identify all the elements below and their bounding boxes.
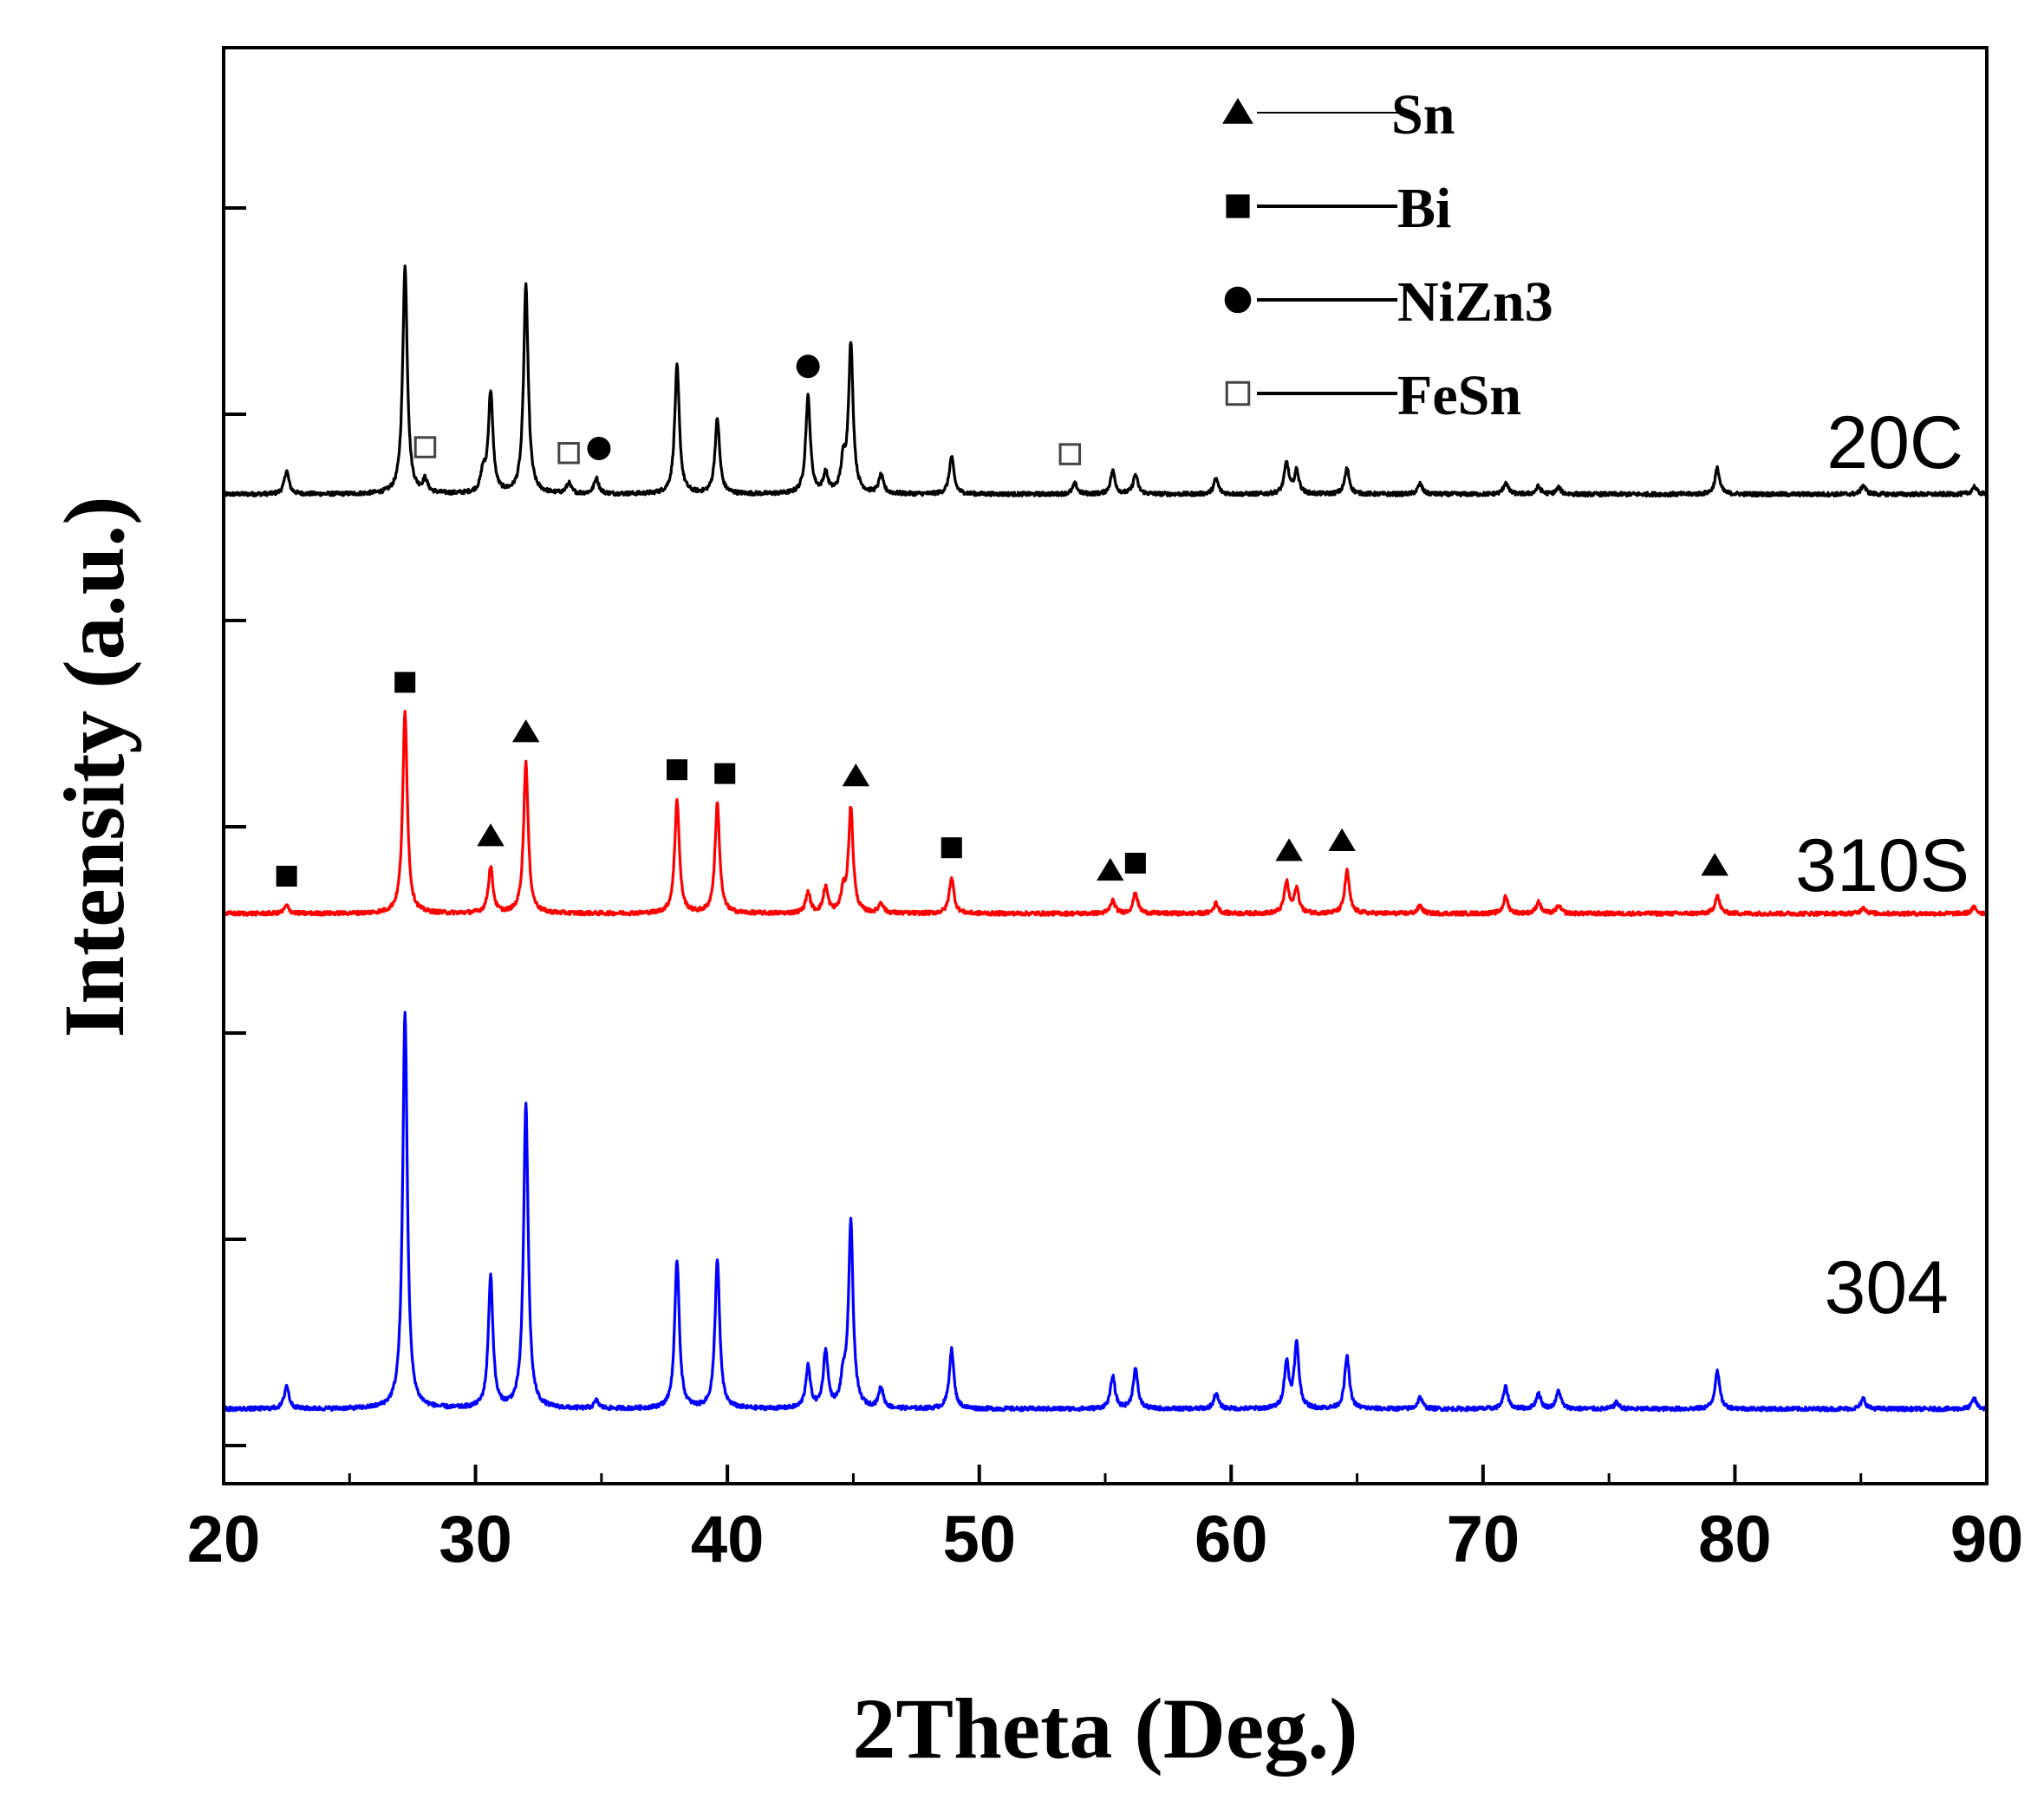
phase-marker-square-open-20C [413,436,437,458]
series-labels: 20C 310S 304 [1795,401,1969,1329]
legend-marker-FeSn [1225,380,1251,406]
x-tick-label-70: 70 [1447,1503,1520,1576]
series-label-310S: 310S [1795,824,1969,907]
phase-marker-square-310S [941,837,962,859]
phase-marker-triangle-310S [1097,857,1124,881]
phase-marker-square-310S [276,866,297,887]
plot-frame [222,46,1989,1485]
series-label-304: 304 [1825,1246,1950,1329]
phase-marker-triangle-310S [1275,838,1303,861]
phase-marker-triangle-310S [842,764,870,787]
phase-marker-square-310S [1124,852,1146,874]
phase-marker-layer [276,354,1728,887]
x-tick-label-80: 80 [1698,1503,1772,1576]
x-tick-label-60: 60 [1195,1503,1268,1576]
legend-label-Sn: Sn [1391,83,1455,146]
series-line-304 [222,1010,1989,1413]
phase-marker-square-310S [667,759,688,781]
phase-marker-triangle-310S [1701,853,1728,876]
legend-label-Bi: Bi [1397,177,1451,240]
x-tick-label-30: 30 [439,1503,512,1576]
y-axis-title: Intensity (a.u.) [46,496,142,1037]
x-tick-labels: 20 30 40 50 60 70 80 90 [187,1503,2024,1576]
phase-marker-square-310S [714,763,736,784]
phase-marker-triangle-310S [511,719,540,743]
phase-marker-circle-20C [796,354,820,379]
x-tick-label-20: 20 [187,1503,261,1576]
x-tick-label-90: 90 [1950,1503,2024,1576]
phase-marker-square-open-20C [557,442,580,465]
phase-marker-square-310S [394,672,416,693]
x-tick-label-40: 40 [691,1503,765,1576]
legend-label-NiZn3: NiZn3 [1397,270,1553,334]
phase-marker-circle-20C [587,437,611,461]
phase-marker-square-open-20C [1058,443,1082,465]
series-layer [222,264,1989,1413]
series-label-20C: 20C [1826,401,1963,484]
legend: Sn Bi NiZn3 FeSn [1222,83,1553,427]
phase-marker-triangle-310S [1328,828,1356,851]
legend-marker-Sn [1222,98,1253,124]
series-line-310S [222,710,1989,918]
legend-label-FeSn: FeSn [1397,364,1521,427]
legend-marker-Bi [1226,194,1250,218]
legend-marker-NiZn3 [1224,286,1252,314]
axis-ticks [222,206,1989,1484]
phase-marker-triangle-310S [477,823,504,847]
x-tick-label-50: 50 [942,1503,1016,1576]
x-axis-title: 2Theta (Deg.) [852,1680,1357,1777]
series-line-20C [222,264,1989,498]
